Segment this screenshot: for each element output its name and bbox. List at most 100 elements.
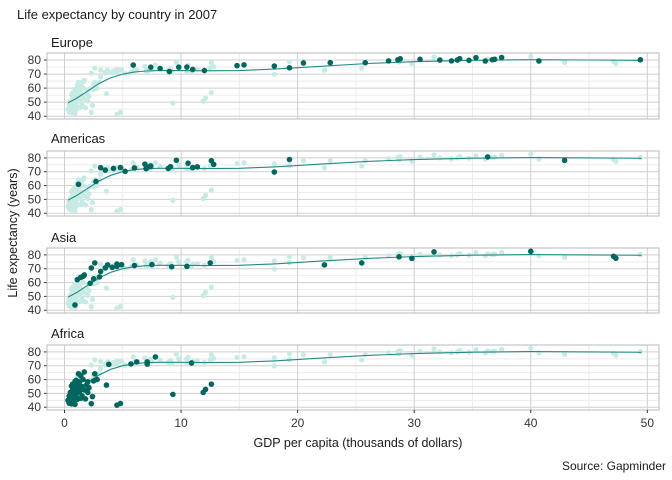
data-point xyxy=(397,55,404,62)
data-point xyxy=(207,260,213,266)
data-point xyxy=(147,163,154,169)
background-point xyxy=(417,154,423,160)
data-point xyxy=(300,60,307,66)
data-point xyxy=(234,62,240,69)
data-point xyxy=(149,261,155,268)
background-point xyxy=(528,53,534,59)
data-point xyxy=(130,62,137,68)
background-point xyxy=(637,252,643,258)
panel-border xyxy=(46,150,660,217)
background-point xyxy=(88,109,94,116)
background-point xyxy=(89,296,96,303)
background-point xyxy=(157,163,163,169)
background-point xyxy=(98,67,104,73)
facet-label: Americas xyxy=(51,131,106,146)
data-point xyxy=(105,361,112,368)
background-point xyxy=(286,350,293,357)
background-point xyxy=(88,304,94,310)
background-point xyxy=(185,257,191,263)
background-point xyxy=(561,59,568,66)
data-point xyxy=(358,260,365,266)
background-point xyxy=(119,67,125,73)
y-tick-label: 50 xyxy=(28,289,42,303)
background-point xyxy=(241,257,247,263)
background-point xyxy=(176,356,182,362)
background-point xyxy=(72,110,78,116)
data-point xyxy=(97,268,104,275)
background-point xyxy=(241,354,247,360)
background-point xyxy=(473,249,479,256)
background-point xyxy=(92,79,98,85)
background-point xyxy=(437,252,443,258)
background-point xyxy=(362,351,368,358)
facet-panels: Europe4050607080Americas4050607080Asia40… xyxy=(28,35,660,430)
data-point xyxy=(484,154,491,160)
data-point xyxy=(200,389,207,396)
background-point xyxy=(300,255,307,261)
data-point xyxy=(85,389,91,396)
background-point xyxy=(149,358,155,365)
data-point xyxy=(103,382,110,388)
background-point xyxy=(80,85,86,91)
y-tick-label: 50 xyxy=(28,95,42,109)
background-point xyxy=(208,284,214,290)
background-point xyxy=(142,258,148,264)
background-point xyxy=(234,257,240,264)
background-point xyxy=(86,93,92,99)
background-point xyxy=(78,81,84,87)
background-point xyxy=(157,357,163,363)
background-point xyxy=(173,254,179,260)
data-point xyxy=(189,164,196,171)
background-point xyxy=(92,65,98,71)
background-point xyxy=(103,188,110,194)
data-point xyxy=(152,354,159,360)
background-point xyxy=(321,359,328,365)
background-point xyxy=(241,160,247,166)
data-point xyxy=(208,157,215,164)
background-point xyxy=(637,349,643,355)
data-point xyxy=(498,54,505,61)
data-point xyxy=(144,361,151,367)
background-point xyxy=(82,299,89,305)
data-point xyxy=(110,165,117,172)
data-point xyxy=(189,66,196,73)
background-point xyxy=(200,195,206,202)
background-point xyxy=(88,207,94,213)
data-point xyxy=(88,265,95,271)
background-point xyxy=(234,160,240,167)
data-point xyxy=(417,56,423,63)
x-tick-label: 40 xyxy=(524,416,538,430)
background-point xyxy=(82,105,89,111)
background-point xyxy=(613,158,619,164)
facet-label: Africa xyxy=(51,326,85,341)
background-point xyxy=(431,152,437,158)
background-point xyxy=(561,351,568,358)
background-point xyxy=(485,348,491,354)
background-point xyxy=(86,191,92,197)
background-point xyxy=(152,62,159,68)
y-tick-label: 60 xyxy=(28,276,42,290)
background-point xyxy=(499,152,505,159)
data-point xyxy=(385,58,392,64)
data-point xyxy=(109,264,116,271)
background-point xyxy=(234,354,240,361)
background-point xyxy=(208,60,214,66)
data-point xyxy=(456,55,463,62)
y-tick-label: 40 xyxy=(28,303,42,317)
data-point xyxy=(327,59,334,66)
data-point xyxy=(87,280,93,287)
data-point xyxy=(561,157,568,164)
background-point xyxy=(208,255,214,261)
background-point xyxy=(271,161,277,167)
background-point xyxy=(79,199,85,205)
data-point xyxy=(157,65,163,72)
background-point xyxy=(417,251,423,257)
data-point xyxy=(91,370,98,377)
data-point xyxy=(166,68,173,75)
data-point xyxy=(482,58,489,64)
background-point xyxy=(98,171,104,178)
background-point xyxy=(637,155,643,161)
background-point xyxy=(81,77,87,83)
background-point xyxy=(117,303,124,310)
